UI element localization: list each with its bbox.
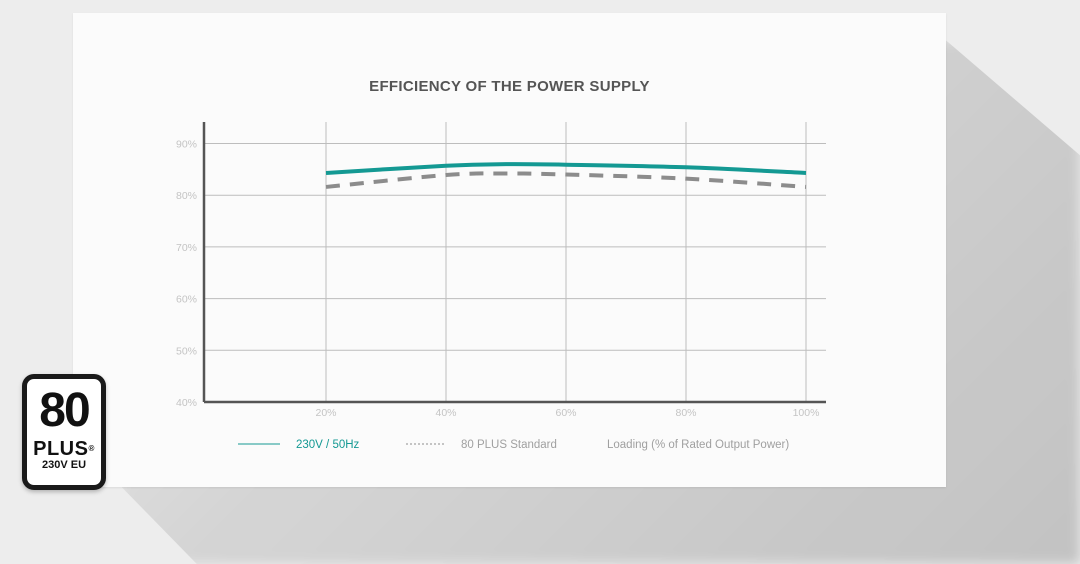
x-tick-label: 40% — [435, 407, 456, 419]
badge-plus: PLUS® — [33, 438, 95, 460]
series-line-0 — [325, 162, 807, 175]
badge-sub: 230V EU — [41, 459, 87, 471]
chart-title: EFFICIENCY OF THE POWER SUPPLY — [369, 78, 650, 95]
y-tick-label: 50% — [176, 345, 197, 357]
y-tick-label: 80% — [176, 190, 197, 202]
legend-label-1: 80 PLUS Standard — [461, 439, 557, 451]
y-tick-label: 90% — [176, 139, 197, 151]
y-tick-label: 60% — [176, 294, 197, 306]
y-tick-label: 70% — [176, 242, 197, 254]
x-tick-label: 20% — [315, 407, 336, 419]
series-line-1 — [325, 171, 807, 189]
x-tick-label: 80% — [675, 407, 696, 419]
x-axis-label: Loading (% of Rated Output Power) — [607, 439, 789, 451]
legend-label-0: 230V / 50Hz — [296, 439, 360, 451]
80-plus-230v-eu-logo: 80 PLUS® 230V EU — [22, 374, 106, 490]
x-tick-label: 100% — [793, 407, 820, 419]
y-tick-label: 40% — [176, 397, 197, 409]
badge-number: 80 — [39, 384, 90, 437]
chart-card: EFFICIENCY OF THE POWER SUPPLY — [73, 13, 946, 487]
x-tick-label: 60% — [555, 407, 576, 419]
